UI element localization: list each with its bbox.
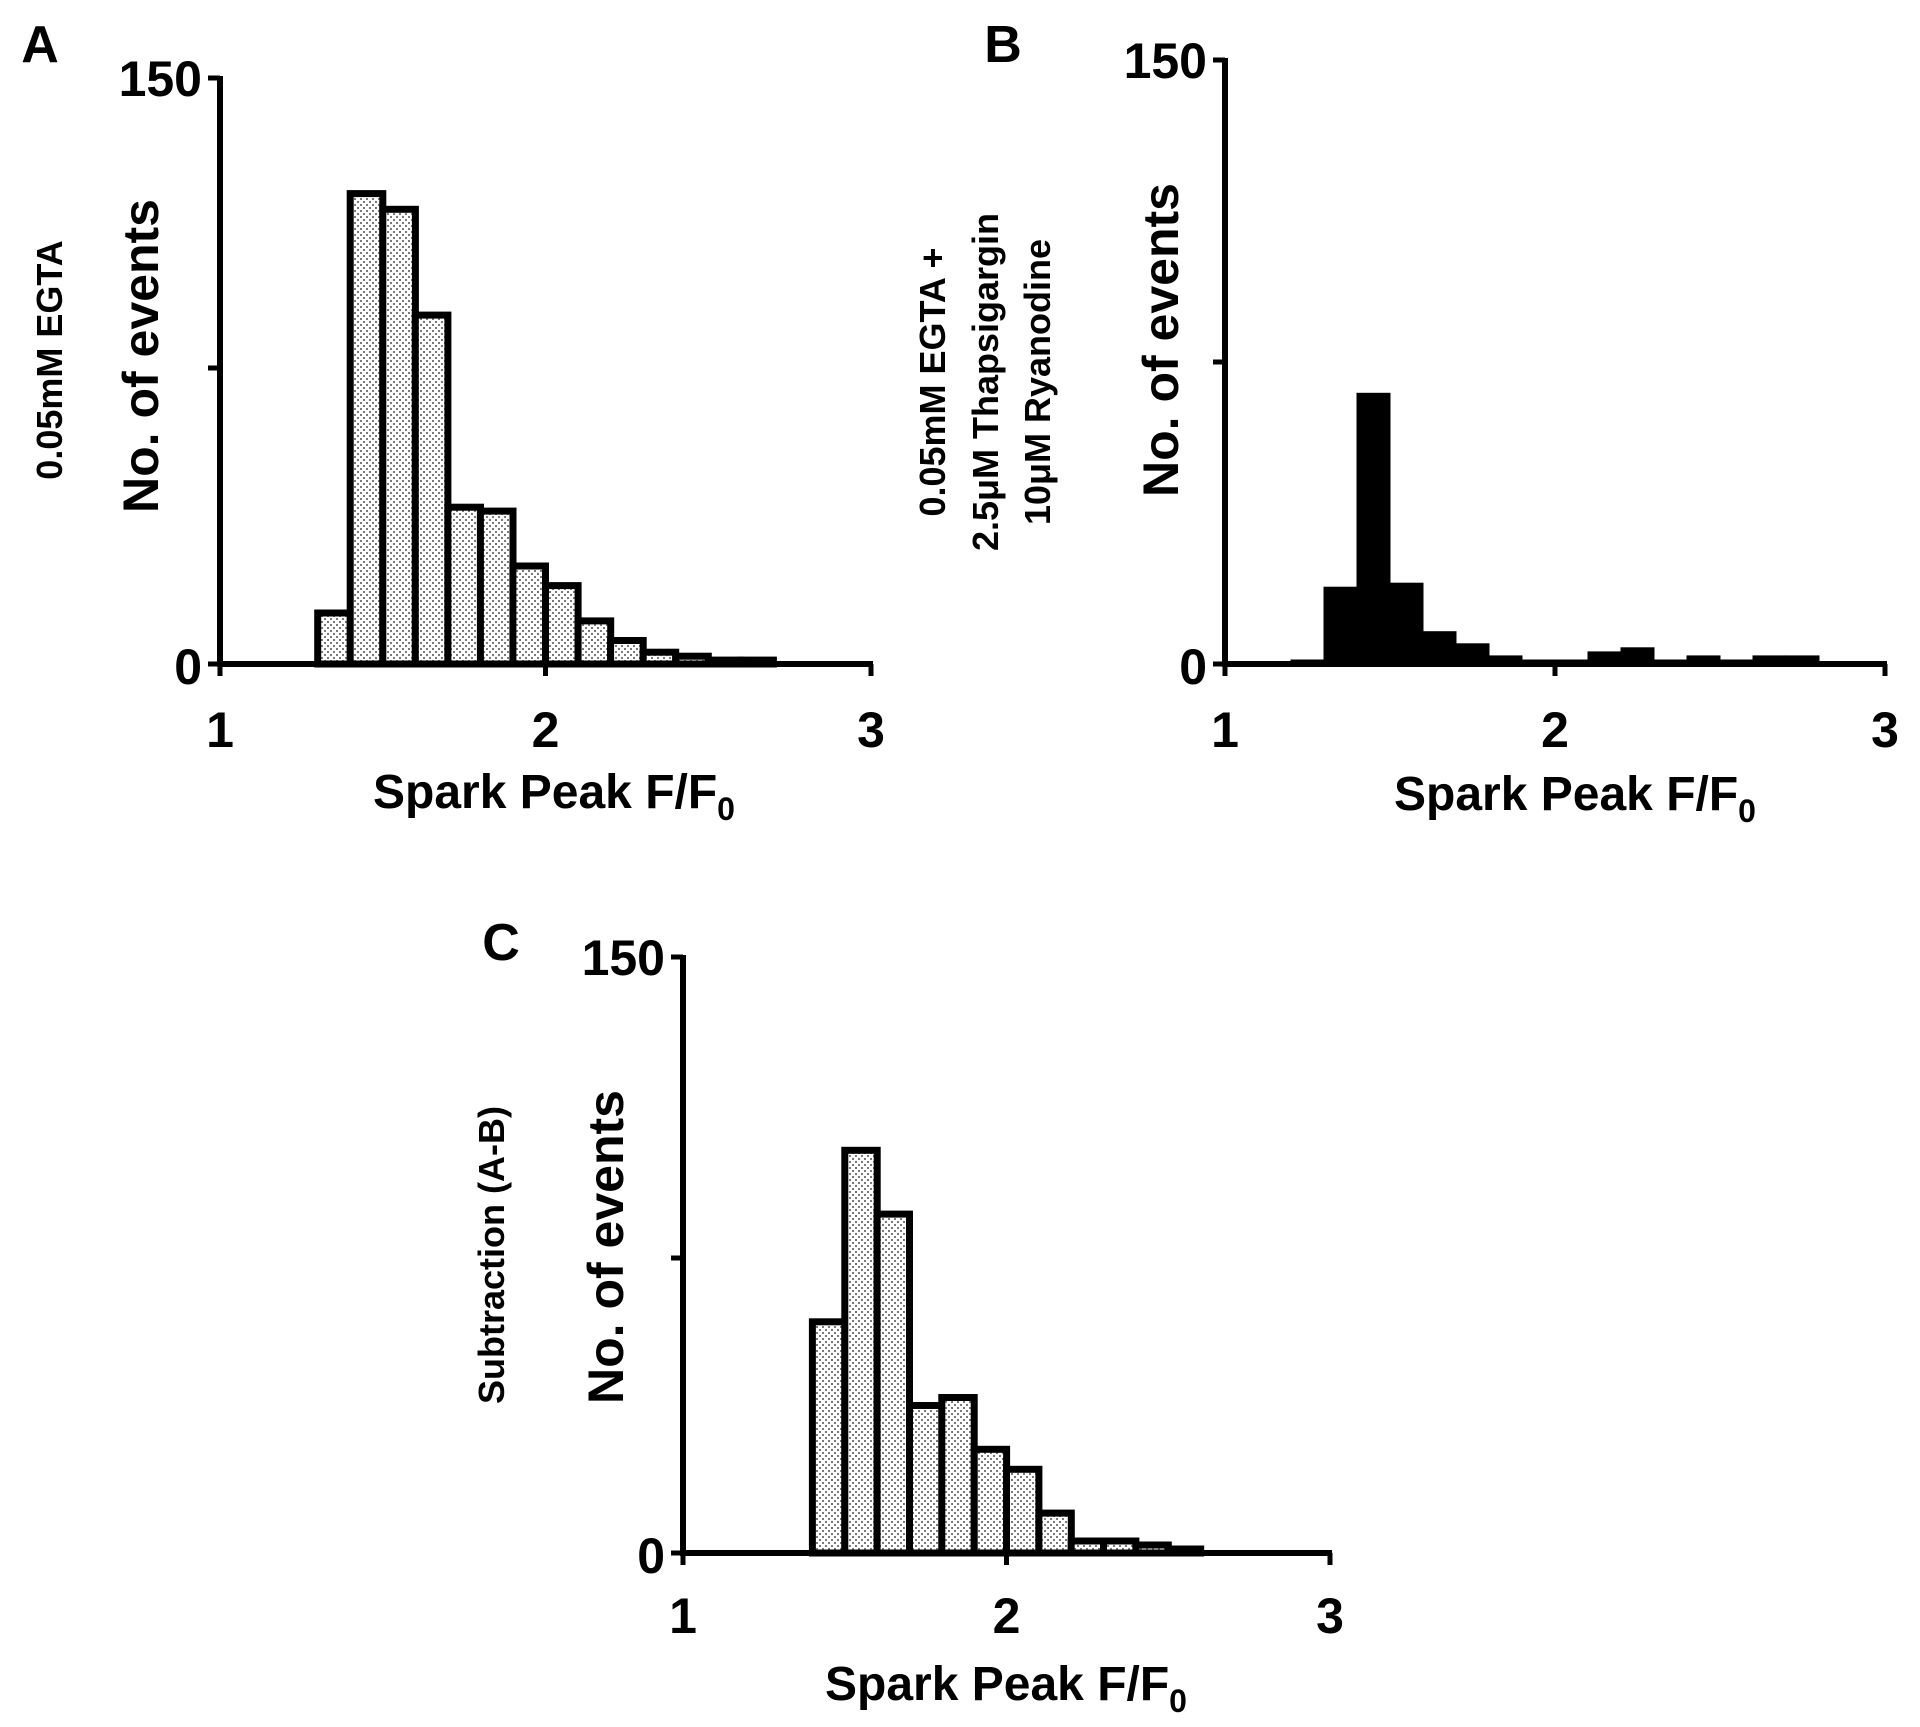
chart-panel-c: 150 01 2 3 Spark Peak F/F0 No. of events Subtr… [471, 930, 1344, 1719]
y-tick-label-c-max: 150 [582, 930, 665, 986]
bar-a-3 [411, 311, 452, 668]
x-tick-label-c-2: 3 [1316, 1588, 1344, 1644]
bar-a-7 [542, 582, 582, 668]
bar-c-0 [808, 1318, 849, 1557]
x-axis-title-c: Spark Peak F/F0 [825, 1658, 1187, 1719]
condition-label-b-0: 0.05mM EGTA + [912, 247, 953, 516]
bar-a-4 [444, 503, 484, 668]
bar-c-7 [1035, 1509, 1075, 1557]
x-axis-title-b: Spark Peak F/F0 [1394, 768, 1756, 829]
y-axis-title-a: No. of events [113, 199, 169, 513]
bar-c-2 [873, 1210, 913, 1557]
x-tick-label-a-0: 1 [206, 702, 234, 758]
bar-a-9 [607, 637, 647, 668]
bar-b-2 [1356, 392, 1391, 665]
panel-letter-a: A [21, 16, 59, 74]
bar-b-1 [1323, 586, 1358, 665]
x-axis-title-a: Spark Peak F/F0 [373, 766, 735, 827]
bar-b-5 [1455, 643, 1490, 665]
x-tick-label-b-1: 2 [1541, 702, 1569, 758]
y-tick-label-c-min: 0 [637, 1528, 665, 1584]
bar-a-2 [379, 205, 419, 668]
chart-panel-a: 150 01 2 3 Spark Peak F/F0 No. of events 0.05m… [29, 51, 885, 827]
bar-c-1 [841, 1146, 881, 1557]
x-tick-label-b-2: 3 [1871, 702, 1899, 758]
x-tick-label-c-0: 1 [669, 1588, 697, 1644]
condition-label-b-1: 2.5μM Thapsigargin [965, 213, 1006, 551]
y-tick-label-a-max: 150 [119, 51, 202, 107]
bar-b-3 [1389, 582, 1424, 665]
bar-a-0 [314, 609, 354, 668]
y-axis-title-b: No. of events [1133, 183, 1189, 497]
bar-c-6 [1003, 1465, 1043, 1557]
y-axis-title-c: No. of events [578, 1090, 634, 1404]
y-tick-label-b-max: 150 [1124, 33, 1207, 89]
bar-a-1 [346, 190, 387, 668]
panel-letter-b: B [984, 16, 1022, 74]
bar-a-5 [476, 507, 517, 668]
panel-letter-c: C [482, 914, 520, 972]
y-tick-label-a-min: 0 [174, 639, 202, 695]
x-tick-label-a-1: 2 [532, 702, 560, 758]
bar-c-4 [938, 1394, 978, 1557]
x-tick-label-c-1: 2 [993, 1588, 1021, 1644]
bar-a-6 [509, 562, 550, 668]
bar-a-8 [574, 617, 615, 668]
bar-c-3 [906, 1402, 946, 1557]
chart-panel-b: 150 01 2 3 Spark Peak F/F0 No. of events 0.05m… [912, 33, 1899, 829]
x-tick-label-a-2: 3 [857, 702, 885, 758]
condition-label-b-2: 10μM Ryanodine [1017, 239, 1058, 525]
condition-label-c: Subtraction (A-B) [471, 1106, 512, 1404]
condition-label-a: 0.05mM EGTA [29, 240, 70, 479]
y-tick-label-b-min: 0 [1179, 639, 1207, 695]
x-tick-label-b-0: 1 [1211, 702, 1239, 758]
bar-c-5 [970, 1445, 1011, 1557]
bar-b-4 [1422, 631, 1457, 665]
